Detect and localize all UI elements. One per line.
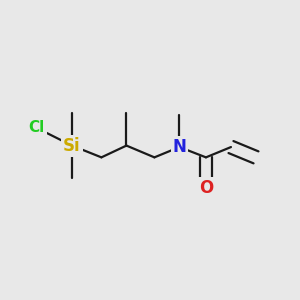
Text: Cl: Cl [28, 120, 45, 135]
Text: Si: Si [63, 136, 81, 154]
Text: O: O [199, 179, 213, 197]
Text: N: N [172, 138, 186, 156]
